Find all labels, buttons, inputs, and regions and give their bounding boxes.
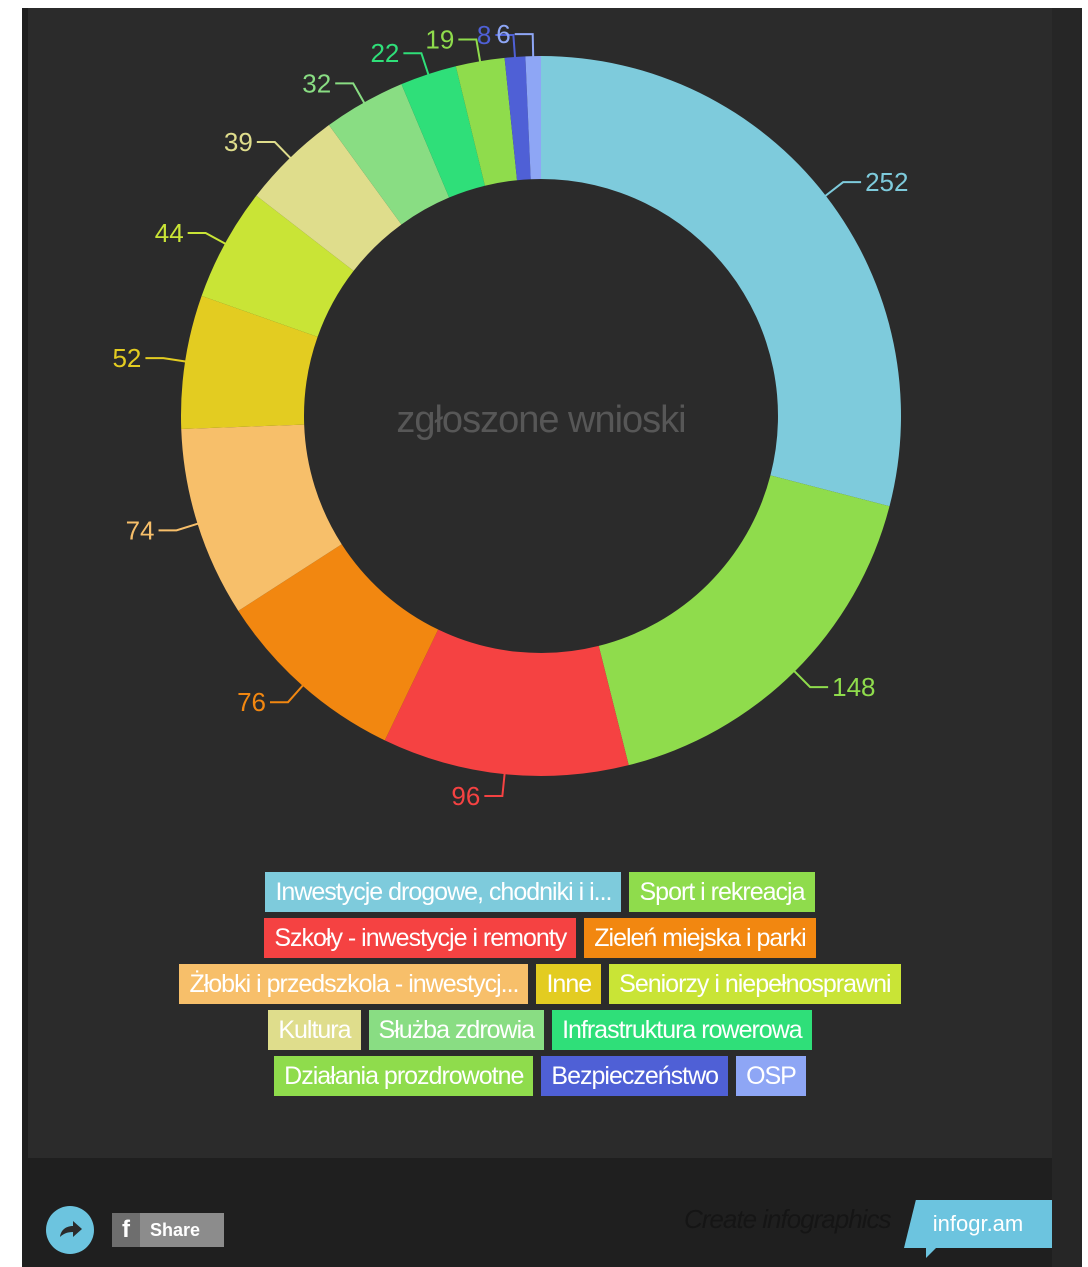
legend-item[interactable]: Seniorzy i niepełnosprawni [609,964,901,1004]
leader-line-1 [792,669,829,689]
leader-line-6 [187,232,228,246]
slice-11[interactable] [504,56,531,181]
share-arrow-icon [60,1221,82,1237]
legend-item[interactable]: Inwestycje drogowe, chodniki i i... [265,872,622,912]
value-label-5: 52 [112,343,141,373]
legend-item[interactable]: Infrastruktura rowerowa [552,1010,812,1050]
value-label-10: 19 [425,25,454,55]
slice-2[interactable] [384,629,629,777]
facebook-icon: f [112,1213,140,1247]
slice-3[interactable] [238,544,439,741]
legend-item[interactable]: Żłobki i przedszkola - inwestycj... [179,964,529,1004]
leader-line-2 [484,772,506,798]
donut-slices [181,56,901,777]
leader-line-4 [158,522,200,532]
legend-row: Inwestycje drogowe, chodniki i i... Sport… [265,872,815,912]
center-label: zgłoszone wnioski [396,399,685,441]
legend-row: Szkoły - inwestycje i remonty Zieleń miej… [264,918,816,958]
legend-item[interactable]: Szkoły - inwestycje i remonty [264,918,577,958]
value-label-7: 39 [224,127,253,157]
legend-item[interactable]: Działania prozdrowotne [274,1056,534,1096]
leader-line-11 [495,34,517,60]
slice-12[interactable] [525,56,541,180]
slice-7[interactable] [256,125,402,271]
legend-item[interactable]: Kultura [268,1010,361,1050]
share-label: Share [150,1219,201,1240]
logo-tail [926,1246,938,1258]
slice-10[interactable] [455,57,518,186]
infogram-logo[interactable]: infogr.am [904,1200,1052,1248]
leader-lines [145,33,862,798]
slice-1[interactable] [598,475,890,766]
leader-line-9 [403,52,430,77]
slice-0[interactable] [541,56,901,507]
value-label-3: 76 [237,687,266,717]
donut-chart: 252 148 96 76 74 52 44 39 32 22 19 8 6 zgłoszone wni… [112,19,908,811]
value-label-11: 8 [477,20,491,50]
leader-line-5 [145,357,188,363]
value-label-12: 6 [496,19,510,49]
value-label-2: 96 [451,781,480,811]
value-label-6: 44 [155,218,184,248]
side-strip [1052,8,1082,1267]
legend-row: Działania prozdrowotne Bezpieczeństwo OSP [274,1056,806,1096]
legend-item[interactable]: Inne [536,964,602,1004]
leader-line-8 [335,82,366,105]
slice-9[interactable] [401,66,485,198]
value-label-0: 252 [865,167,908,197]
leader-line-3 [270,683,305,704]
legend-item[interactable]: Sport i rekreacja [629,872,815,912]
legend-row: Kultura Służba zdrowia Infrastruktura rowe… [268,1010,812,1050]
facebook-share-button[interactable]: f Share [112,1213,224,1247]
value-label-1: 148 [832,672,875,702]
legend-item[interactable]: Służba zdrowia [368,1010,545,1050]
create-infographics-link[interactable]: Create infographics [684,1204,891,1234]
slice-6[interactable] [201,195,354,337]
value-label-8: 32 [302,68,331,98]
legend-item[interactable]: Zieleń miejska i parki [584,918,816,958]
slice-5[interactable] [181,295,318,430]
legend-item[interactable]: Bezpieczeństwo [541,1056,729,1096]
slice-4[interactable] [181,424,342,611]
leader-line-12 [514,33,535,59]
leader-line-0 [823,181,862,198]
value-label-4: 74 [126,515,155,545]
share-button[interactable] [46,1206,94,1254]
value-labels: 252 148 96 76 74 52 44 39 32 22 19 8 6 [112,19,908,811]
leader-line-10 [458,38,482,64]
value-label-9: 22 [370,38,399,68]
legend: Inwestycje drogowe, chodniki i i... Sport… [28,872,1052,1096]
slice-8[interactable] [328,84,450,225]
legend-item[interactable]: OSP [736,1056,806,1096]
leader-line-7 [256,141,293,160]
legend-row: Żłobki i przedszkola - inwestycj... Inne S… [179,964,901,1004]
